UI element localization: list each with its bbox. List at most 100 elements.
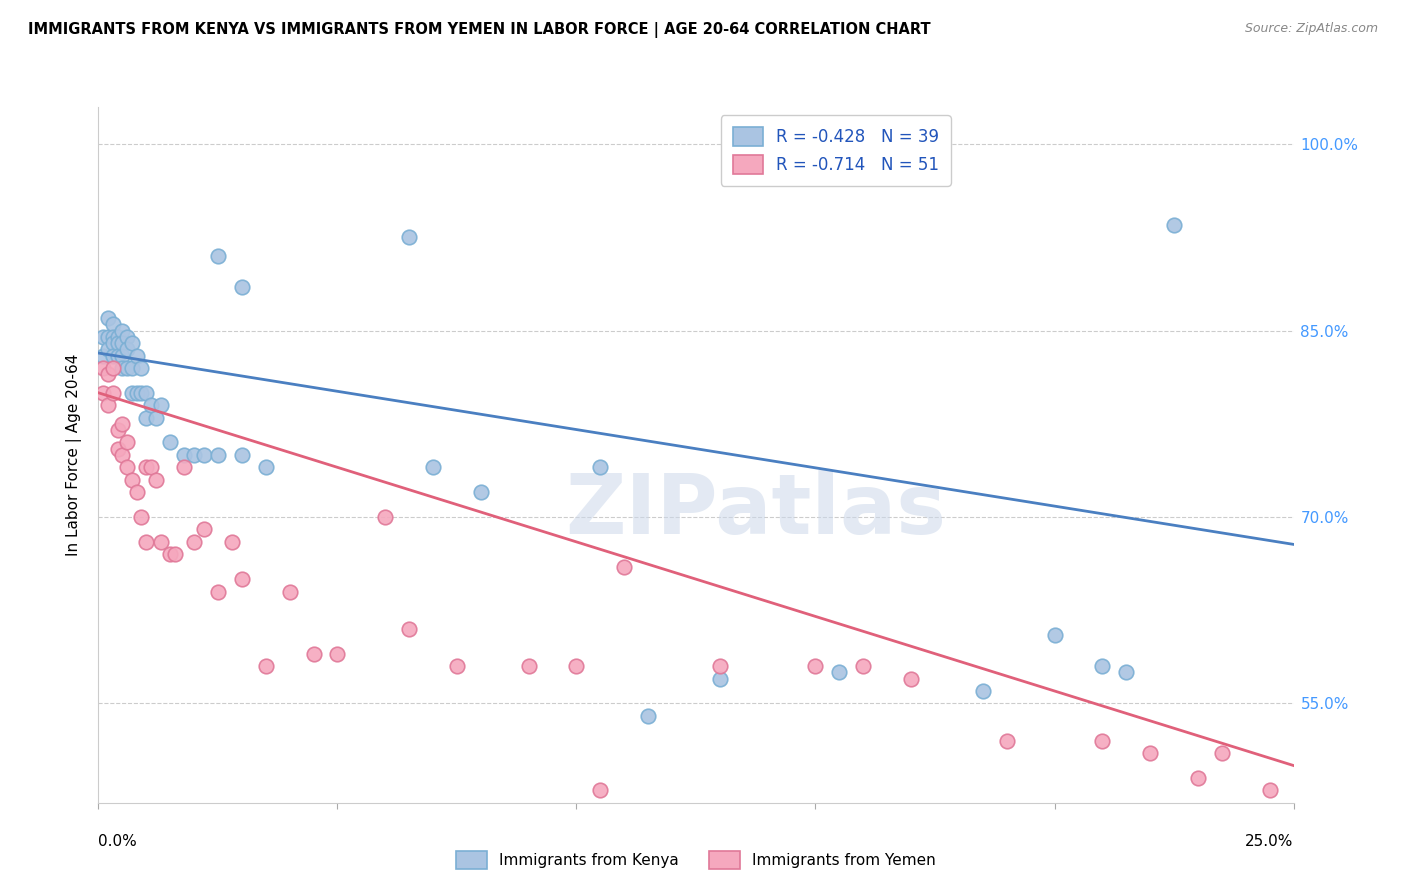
Point [101, 330, 124, 344]
Y-axis label: In Labor Force | Age 20-64: In Labor Force | Age 20-64 [66, 354, 83, 556]
Point [1115, 665, 1137, 680]
Text: IMMIGRANTS FROM KENYA VS IMMIGRANTS FROM YEMEN IN LABOR FORCE | AGE 20-64 CORREL: IMMIGRANTS FROM KENYA VS IMMIGRANTS FROM… [28, 22, 931, 38]
Point [374, 510, 396, 524]
Point [231, 448, 253, 462]
Point [139, 460, 162, 475]
Point [231, 280, 253, 294]
Point [97, 398, 120, 412]
Point [207, 249, 229, 263]
Point [97, 330, 120, 344]
Point [115, 330, 138, 344]
Point [159, 547, 181, 561]
Point [1258, 783, 1281, 797]
Point [828, 665, 851, 680]
Point [111, 349, 134, 363]
Point [852, 659, 875, 673]
Point [101, 349, 124, 363]
Point [804, 659, 827, 673]
Point [637, 708, 659, 723]
Point [709, 672, 731, 686]
Point [173, 460, 195, 475]
Point [1163, 218, 1185, 232]
Point [517, 659, 540, 673]
Point [91, 385, 114, 400]
Point [107, 330, 129, 344]
Point [111, 324, 134, 338]
Point [115, 343, 138, 357]
Point [107, 423, 129, 437]
Point [254, 659, 277, 673]
Point [589, 783, 612, 797]
Point [207, 584, 229, 599]
Point [111, 417, 134, 431]
Text: 0.0%: 0.0% [98, 834, 138, 849]
Point [709, 659, 731, 673]
Point [207, 448, 229, 462]
Point [398, 230, 420, 244]
Point [101, 385, 124, 400]
Text: 25.0%: 25.0% [1246, 834, 1294, 849]
Point [278, 584, 301, 599]
Point [398, 622, 420, 636]
Point [107, 349, 129, 363]
Point [135, 534, 157, 549]
Point [470, 485, 492, 500]
Point [107, 442, 129, 456]
Point [613, 559, 636, 574]
Point [101, 336, 124, 351]
Point [115, 460, 138, 475]
Point [193, 448, 215, 462]
Point [221, 534, 243, 549]
Point [131, 361, 153, 376]
Point [163, 547, 186, 561]
Point [900, 672, 922, 686]
Point [125, 349, 148, 363]
Point [159, 435, 181, 450]
Point [565, 659, 588, 673]
Point [91, 361, 114, 376]
Point [145, 473, 167, 487]
Point [1211, 746, 1233, 760]
Point [972, 684, 994, 698]
Point [111, 361, 134, 376]
Point [91, 330, 114, 344]
Point [125, 385, 148, 400]
Text: Source: ZipAtlas.com: Source: ZipAtlas.com [1244, 22, 1378, 36]
Point [254, 460, 277, 475]
Point [589, 460, 612, 475]
Point [1139, 746, 1161, 760]
Point [97, 343, 120, 357]
Point [995, 733, 1018, 747]
Point [1043, 628, 1066, 642]
Point [97, 367, 120, 381]
Point [1091, 659, 1114, 673]
Point [193, 523, 215, 537]
Point [135, 385, 157, 400]
Point [183, 448, 205, 462]
Point [121, 473, 143, 487]
Point [149, 398, 172, 412]
Point [121, 385, 143, 400]
Point [326, 647, 349, 661]
Point [135, 410, 157, 425]
Point [173, 448, 195, 462]
Point [121, 361, 143, 376]
Point [131, 510, 153, 524]
Point [107, 336, 129, 351]
Point [121, 336, 143, 351]
Point [131, 385, 153, 400]
Point [91, 349, 114, 363]
Point [115, 361, 138, 376]
Text: ZIPatlas: ZIPatlas [565, 470, 946, 551]
Point [101, 318, 124, 332]
Point [111, 336, 134, 351]
Point [125, 485, 148, 500]
Point [115, 435, 138, 450]
Point [183, 534, 205, 549]
Point [97, 311, 120, 326]
Point [135, 460, 157, 475]
Point [231, 572, 253, 586]
Legend: Immigrants from Kenya, Immigrants from Yemen: Immigrants from Kenya, Immigrants from Y… [450, 846, 942, 875]
Point [446, 659, 468, 673]
Point [111, 448, 134, 462]
